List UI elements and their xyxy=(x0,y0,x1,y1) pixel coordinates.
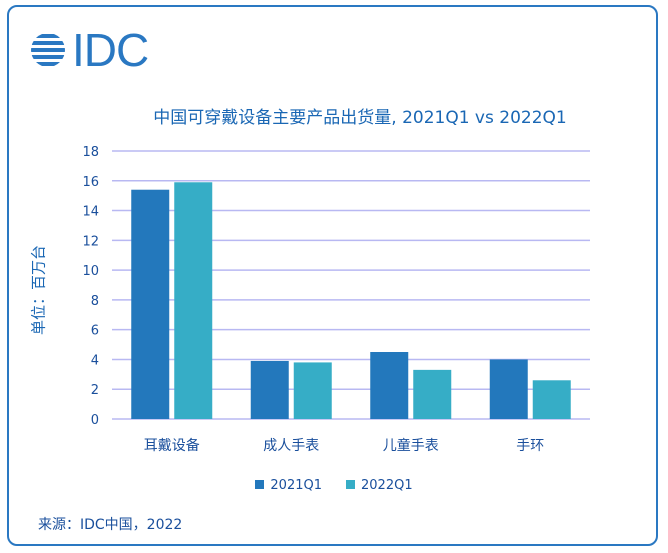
legend: 2021Q1 2022Q1 xyxy=(0,478,668,493)
y-tick-label: 10 xyxy=(82,264,99,279)
chart-title: 中国可穿戴设备主要产品出货量, 2021Q1 vs 2022Q1 xyxy=(153,108,567,128)
y-tick-label: 4 xyxy=(91,353,99,368)
y-tick-label: 0 xyxy=(91,413,99,428)
x-tick-label: 耳戴设备 xyxy=(144,437,200,454)
bar-2021Q1-0 xyxy=(131,189,170,419)
source-note: 来源：IDC中国，2022 xyxy=(38,517,183,533)
plot-area: 0 2 4 6 8 10 12 14 16 18 耳戴设备 成人手表 儿童手表 手环 xyxy=(82,145,590,454)
logo-text: IDC xyxy=(72,24,149,76)
idc-logo: IDC xyxy=(30,24,149,76)
y-tick-label: 2 xyxy=(91,383,99,398)
bar-2022Q1-2 xyxy=(413,369,452,419)
bar-2022Q1-3 xyxy=(532,380,571,419)
x-tick-label: 儿童手表 xyxy=(383,437,439,454)
y-tick-label: 12 xyxy=(82,234,99,249)
bar-2022Q1-0 xyxy=(174,182,213,419)
y-tick-label: 18 xyxy=(82,145,99,160)
bar-2021Q1-3 xyxy=(489,359,528,419)
legend-item-2021q1: 2021Q1 xyxy=(255,478,322,493)
bar-2022Q1-1 xyxy=(293,362,332,419)
globe-icon xyxy=(31,34,65,66)
y-tick-label: 14 xyxy=(82,205,99,220)
x-tick-label: 手环 xyxy=(516,438,544,454)
y-tick-label: 16 xyxy=(82,175,99,190)
x-tick-label: 成人手表 xyxy=(263,438,319,454)
chart-frame xyxy=(7,5,658,546)
bar-2021Q1-1 xyxy=(250,360,289,419)
legend-item-2022q1: 2022Q1 xyxy=(346,478,413,493)
bar-2021Q1-2 xyxy=(370,352,409,419)
y-tick-label: 8 xyxy=(91,294,99,309)
y-tick-label: 6 xyxy=(91,324,99,339)
